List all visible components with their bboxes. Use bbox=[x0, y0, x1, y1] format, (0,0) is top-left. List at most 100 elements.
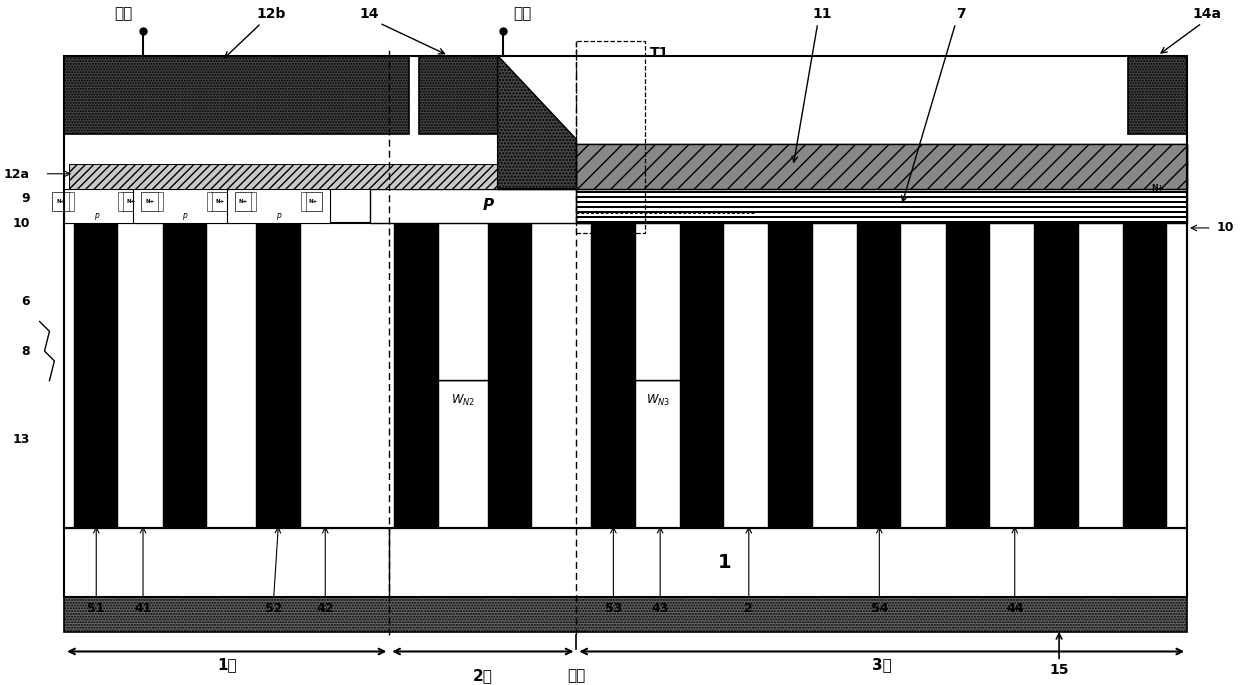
Bar bbox=[577, 221, 1187, 223]
Text: 13: 13 bbox=[12, 433, 30, 446]
Bar bbox=[577, 211, 1187, 213]
Text: 54: 54 bbox=[870, 602, 888, 615]
Bar bbox=[577, 174, 1187, 177]
Text: 43: 43 bbox=[651, 602, 668, 615]
Text: 漏极: 漏极 bbox=[568, 669, 585, 684]
Bar bbox=[577, 188, 1187, 223]
Text: N+: N+ bbox=[57, 199, 66, 204]
Bar bbox=[577, 148, 1187, 151]
Bar bbox=[64, 55, 1187, 528]
Bar bbox=[64, 223, 1187, 528]
Bar bbox=[300, 192, 305, 211]
Text: $W_{N2}$: $W_{N2}$ bbox=[451, 393, 475, 408]
Bar bbox=[305, 192, 322, 211]
Text: 3区: 3区 bbox=[872, 657, 892, 672]
Bar bbox=[64, 188, 167, 223]
Bar bbox=[577, 177, 1187, 181]
Text: 15: 15 bbox=[1049, 663, 1069, 677]
Bar bbox=[64, 597, 1187, 632]
Bar bbox=[234, 192, 253, 211]
Text: $W_{N3}$: $W_{N3}$ bbox=[646, 393, 670, 408]
Text: $W_{N1}$: $W_{N1}$ bbox=[84, 393, 108, 408]
Text: N+: N+ bbox=[239, 199, 248, 204]
Text: 11: 11 bbox=[813, 7, 832, 21]
Bar bbox=[577, 145, 1187, 188]
Text: p: p bbox=[182, 211, 187, 220]
Bar bbox=[577, 181, 1187, 185]
Bar bbox=[577, 199, 1187, 201]
Bar bbox=[64, 528, 1187, 597]
Text: P: P bbox=[482, 198, 494, 213]
Text: N+: N+ bbox=[145, 199, 155, 204]
Text: 2: 2 bbox=[744, 602, 753, 615]
Text: T1: T1 bbox=[650, 46, 670, 60]
Bar bbox=[680, 223, 724, 528]
Text: 12b: 12b bbox=[257, 7, 285, 21]
Bar bbox=[577, 145, 1187, 148]
Bar bbox=[577, 41, 645, 233]
Text: p: p bbox=[277, 211, 281, 220]
Text: N+: N+ bbox=[309, 199, 317, 204]
Bar bbox=[64, 223, 1187, 528]
Bar bbox=[577, 193, 1187, 196]
Bar bbox=[577, 218, 1187, 221]
Bar bbox=[123, 192, 140, 211]
Bar bbox=[252, 192, 257, 211]
Bar bbox=[577, 170, 1187, 174]
Bar bbox=[64, 55, 409, 134]
Bar bbox=[69, 192, 74, 211]
Bar bbox=[577, 196, 1187, 199]
Bar bbox=[69, 164, 606, 188]
Text: 2区: 2区 bbox=[472, 669, 492, 684]
Text: 12a: 12a bbox=[4, 168, 30, 181]
Bar bbox=[370, 188, 606, 223]
Bar bbox=[162, 223, 207, 528]
Bar bbox=[118, 192, 123, 211]
Text: 8: 8 bbox=[21, 345, 30, 358]
Bar bbox=[769, 223, 813, 528]
Text: N+: N+ bbox=[216, 199, 224, 204]
Bar bbox=[1128, 55, 1187, 134]
Text: 7: 7 bbox=[956, 7, 966, 21]
Bar bbox=[577, 155, 1187, 159]
Bar bbox=[577, 185, 1187, 188]
Bar bbox=[577, 159, 1187, 162]
Text: p: p bbox=[94, 211, 99, 220]
Bar bbox=[207, 192, 212, 211]
Bar bbox=[577, 191, 1187, 193]
Text: 53: 53 bbox=[605, 602, 622, 615]
Text: 44: 44 bbox=[1006, 602, 1023, 615]
Bar bbox=[211, 192, 228, 211]
Bar bbox=[577, 206, 1187, 208]
Text: 栅极: 栅极 bbox=[513, 6, 532, 21]
Text: 1: 1 bbox=[718, 553, 732, 573]
Text: 9: 9 bbox=[21, 192, 30, 205]
Text: 41: 41 bbox=[134, 602, 151, 615]
Bar bbox=[141, 192, 159, 211]
Bar bbox=[857, 223, 901, 528]
Text: 10: 10 bbox=[1216, 221, 1234, 234]
Text: 1区: 1区 bbox=[217, 657, 237, 672]
Text: 14a: 14a bbox=[1193, 7, 1221, 21]
Polygon shape bbox=[497, 55, 577, 188]
Bar bbox=[394, 223, 439, 528]
Bar bbox=[419, 55, 497, 134]
Bar bbox=[577, 188, 1187, 191]
Text: 51: 51 bbox=[88, 602, 105, 615]
Text: 42: 42 bbox=[316, 602, 334, 615]
Bar bbox=[591, 223, 636, 528]
Text: 源极: 源极 bbox=[114, 6, 133, 21]
Bar bbox=[577, 162, 1187, 166]
Bar bbox=[497, 145, 1187, 188]
Bar bbox=[577, 201, 1187, 203]
Text: 10: 10 bbox=[12, 216, 30, 229]
Text: 6: 6 bbox=[21, 295, 30, 308]
Bar bbox=[74, 223, 118, 528]
Text: 14: 14 bbox=[360, 7, 379, 21]
Bar bbox=[257, 223, 300, 528]
Bar bbox=[157, 192, 162, 211]
Text: N+: N+ bbox=[1151, 184, 1164, 193]
Bar bbox=[577, 208, 1187, 211]
Bar bbox=[577, 203, 1187, 206]
Bar bbox=[577, 216, 1187, 218]
